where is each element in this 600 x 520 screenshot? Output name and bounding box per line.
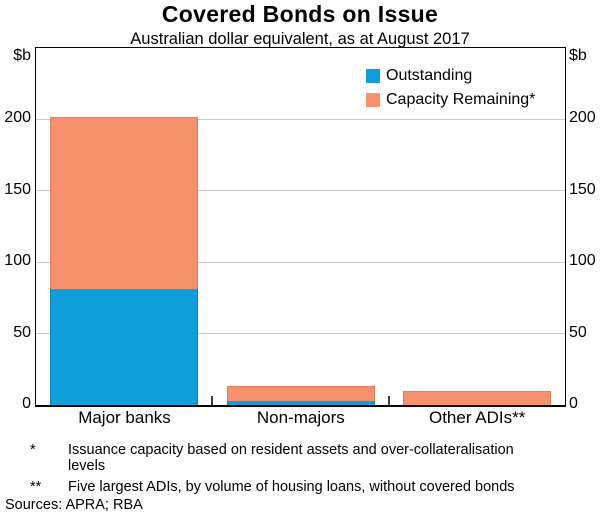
bar-other-adis [402, 390, 551, 405]
legend: Outstanding Capacity Remaining* [366, 67, 535, 115]
y-tick-label-left-50: 50 [13, 323, 31, 341]
y-tick-label-right-0: 0 [569, 395, 578, 412]
footnote-text: Issuance capacity based on resident asse… [68, 442, 514, 474]
bar-segment-capacity-remaining [50, 116, 199, 290]
bar-major-banks [50, 116, 199, 405]
x-label-major-banks: Major banks [78, 408, 171, 427]
bar-segment-capacity-remaining [402, 390, 551, 405]
y-tick-label-left-200: 200 [4, 109, 31, 127]
x-label-other-adis: Other ADIs** [428, 408, 526, 427]
bar-segment-outstanding [50, 289, 199, 405]
gridline-50 [36, 333, 565, 335]
x-label-non-majors: Non-majors [256, 408, 345, 427]
legend-item-0: Outstanding [366, 67, 535, 85]
legend-swatch-icon [366, 69, 380, 83]
y-axis-unit-right: $b [569, 47, 587, 64]
legend-item-1: Capacity Remaining* [366, 91, 535, 109]
footnote-2: ** Five largest ADIs, by volume of housin… [30, 479, 575, 495]
y-tick-label-left-0: 0 [22, 395, 31, 412]
y-tick-label-right-200: 200 [569, 109, 596, 127]
footnote-marker: ** [30, 479, 42, 495]
sources-line: Sources: APRA; RBA [5, 497, 143, 513]
plot-area: Outstanding Capacity Remaining* [35, 47, 566, 407]
footnote-text: Five largest ADIs, by volume of housing … [68, 479, 515, 495]
chart-subtitle: Australian dollar equivalent, as at Augu… [130, 30, 470, 48]
y-axis-unit-left: $b [13, 47, 31, 64]
gridline-200 [36, 118, 565, 120]
y-tick-label-right-150: 150 [569, 180, 596, 198]
x-axis-separator-tick [211, 396, 214, 405]
chart-title: Covered Bonds on Issue [161, 1, 439, 27]
footnotes: * Issuance capacity based on resident ass… [30, 442, 575, 500]
y-tick-label-left-150: 150 [4, 180, 31, 198]
bar-segment-capacity-remaining [226, 386, 375, 401]
y-tick-label-right-50: 50 [569, 323, 587, 341]
x-axis-separator-tick [387, 396, 390, 405]
legend-label: Capacity Remaining* [386, 91, 536, 108]
gridline-100 [36, 261, 565, 263]
bar-non-majors [226, 386, 375, 405]
y-tick-label-left-100: 100 [4, 252, 31, 270]
legend-label: Outstanding [386, 67, 473, 84]
gridline-150 [36, 190, 565, 192]
y-tick-label-right-100: 100 [569, 252, 596, 270]
footnote-marker: * [30, 442, 36, 458]
bar-segment-outstanding [226, 400, 375, 405]
footnote-1: * Issuance capacity based on resident ass… [30, 442, 575, 474]
legend-swatch-icon [366, 93, 380, 107]
